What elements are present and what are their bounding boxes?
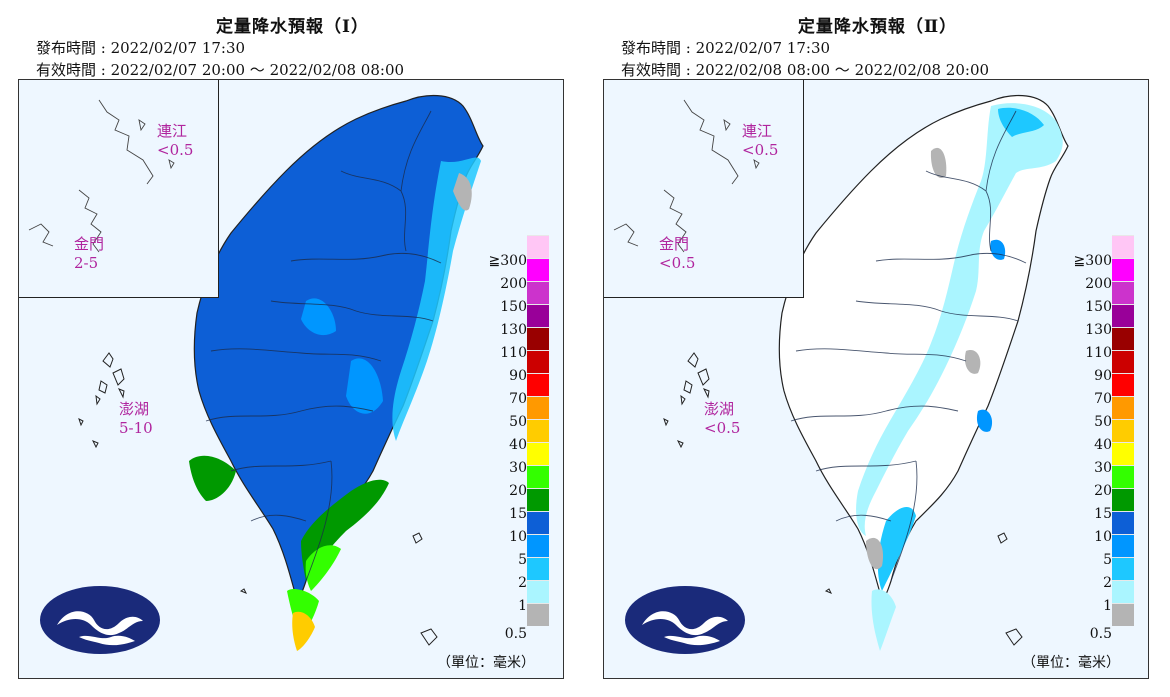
legend-label: 15 <box>509 506 527 522</box>
taiwan-rainfall-map <box>78 94 484 651</box>
legend-swatch <box>527 534 549 557</box>
legend-swatch <box>527 304 549 327</box>
legend-label: 150 <box>1085 299 1112 315</box>
legend-label: 50 <box>509 414 527 430</box>
legend-swatch <box>1112 396 1134 419</box>
legend-swatch <box>1112 235 1134 258</box>
county-boundaries <box>205 110 442 582</box>
legend-label: 40 <box>1094 437 1112 453</box>
island-label-lienchiang: 連江 <0.5 <box>157 122 194 159</box>
island-label-kinmen: 金門 2-5 <box>74 235 105 272</box>
legend-label: 30 <box>509 460 527 476</box>
county-boundaries <box>790 110 1027 582</box>
valid-time: 有效時間 : 2022/02/07 20:00 ～ 2022/02/08 08:… <box>36 61 405 79</box>
legend-swatch <box>527 281 549 304</box>
legend-label: 150 <box>500 299 527 315</box>
legend-label: 0.5 <box>1089 626 1112 642</box>
valid-time: 有效時間 : 2022/02/08 08:00 ～ 2022/02/08 20:… <box>621 61 990 79</box>
legend-label: 5 <box>1103 552 1112 568</box>
offshore-inset <box>19 80 219 298</box>
island-label-penghu: 澎湖 5-10 <box>119 400 153 437</box>
legend-swatch <box>1112 419 1134 442</box>
legend-label: 200 <box>500 276 527 292</box>
legend-label: 5 <box>518 552 527 568</box>
legend-label: 90 <box>1094 368 1112 384</box>
legend-swatch <box>527 373 549 396</box>
legend-label: 40 <box>509 437 527 453</box>
legend-label: 110 <box>1085 345 1112 361</box>
penghu-islands <box>78 352 125 449</box>
offshore-inset <box>604 80 804 298</box>
forecast-panel-1: 定量降水預報（Ⅰ） 發布時間 : 2022/02/07 17:30 有效時間 :… <box>18 17 564 679</box>
legend-label: 20 <box>509 483 527 499</box>
legend-swatch <box>1112 465 1134 488</box>
legend-swatch <box>527 511 549 534</box>
legend-swatch <box>1112 281 1134 304</box>
legend-label: 50 <box>1094 414 1112 430</box>
legend-label: 10 <box>1094 529 1112 545</box>
legend-swatch <box>1112 327 1134 350</box>
legend-label: 1 <box>1103 598 1112 614</box>
panel-title: 定量降水預報（Ⅱ） <box>797 17 958 37</box>
island-label-lienchiang: 連江 <0.5 <box>742 122 779 159</box>
forecast-panel-2: 定量降水預報（Ⅱ） 發布時間 : 2022/02/07 17:30 有效時間 :… <box>585 0 1170 697</box>
unit-label: （單位：毫米） <box>437 655 535 671</box>
rainfall-map: 連江 <0.5 金門 2-5 澎湖 5-10 ≧300 200 150 130 110… <box>18 79 564 679</box>
legend-swatch <box>527 580 549 603</box>
rainfall-map: 連江 <0.5 金門 <0.5 澎湖 <0.5 ≧300 200 150 130 11… <box>603 79 1149 679</box>
legend-swatch <box>527 419 549 442</box>
offshore-coastline <box>28 99 175 253</box>
legend-swatch <box>527 442 549 465</box>
legend-label: 10 <box>509 529 527 545</box>
island-label-penghu: 澎湖 <0.5 <box>704 400 741 437</box>
legend-label: 2 <box>1103 575 1112 591</box>
cwb-logo <box>40 586 160 654</box>
legend-label: 30 <box>1094 460 1112 476</box>
legend-label: 90 <box>509 368 527 384</box>
cwb-logo <box>625 586 745 654</box>
unit-label: （單位：毫米） <box>1022 655 1120 671</box>
legend-label: 110 <box>500 345 527 361</box>
legend-swatch <box>1112 603 1134 626</box>
legend-swatch <box>1112 534 1134 557</box>
legend-label: 0.5 <box>504 626 527 642</box>
legend-label: 1 <box>518 598 527 614</box>
legend-swatch <box>1112 304 1134 327</box>
legend-label: 2 <box>518 575 527 591</box>
legend-swatch <box>1112 442 1134 465</box>
taiwan-rainfall-map <box>663 94 1069 651</box>
legend-label: 200 <box>1085 276 1112 292</box>
legend-swatch <box>1112 350 1134 373</box>
legend-swatch <box>1112 488 1134 511</box>
legend-swatch <box>527 258 549 281</box>
legend-swatch <box>527 557 549 580</box>
island-label-kinmen: 金門 <0.5 <box>659 235 696 272</box>
legend-swatch <box>1112 373 1134 396</box>
legend-swatch <box>1112 258 1134 281</box>
legend-swatch <box>527 350 549 373</box>
legend-swatch <box>1112 511 1134 534</box>
legend-swatch <box>527 235 549 258</box>
legend-label: ≧300 <box>1073 253 1112 269</box>
legend-swatch <box>1112 557 1134 580</box>
legend-swatch <box>527 465 549 488</box>
legend-swatch <box>527 327 549 350</box>
legend-swatch <box>1112 580 1134 603</box>
legend-label: ≧300 <box>488 253 527 269</box>
legend-swatch <box>527 603 549 626</box>
legend-label: 70 <box>1094 391 1112 407</box>
legend-label: 15 <box>1094 506 1112 522</box>
panel-title: 定量降水預報（Ⅰ） <box>216 17 369 37</box>
legend-label: 130 <box>1085 322 1112 338</box>
legend-swatch <box>527 396 549 419</box>
legend-label: 20 <box>1094 483 1112 499</box>
issue-time: 發布時間 : 2022/02/07 17:30 <box>36 39 246 57</box>
legend-label: 130 <box>500 322 527 338</box>
issue-time: 發布時間 : 2022/02/07 17:30 <box>621 39 831 57</box>
legend-label: 70 <box>509 391 527 407</box>
offshore-coastline <box>613 99 760 253</box>
penghu-islands <box>663 352 710 449</box>
legend-swatch <box>527 488 549 511</box>
